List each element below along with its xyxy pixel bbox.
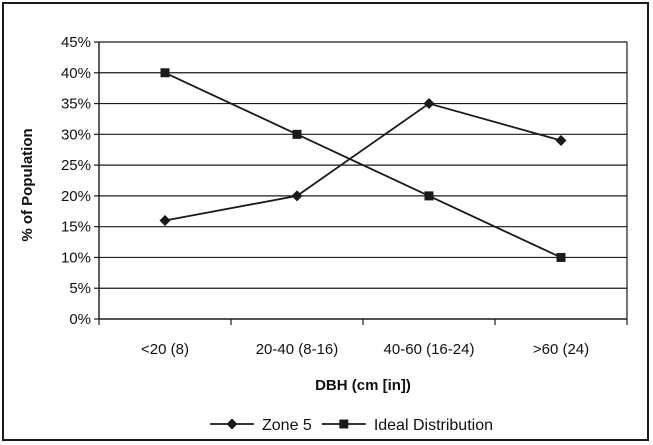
- y-tick-label: 45%: [61, 34, 91, 51]
- series-zone-5: [159, 98, 567, 227]
- legend-item-ideal-distribution: Ideal Distribution: [321, 417, 493, 434]
- y-tick-label: 0%: [69, 311, 91, 328]
- x-tick-label: 40-60 (16-24): [384, 341, 475, 358]
- legend-marker-zone-5: [226, 418, 238, 430]
- y-tick-label: 20%: [61, 188, 91, 205]
- series-line-zone-5: [164, 102, 562, 222]
- y-tick-label: 30%: [61, 126, 91, 143]
- data-point-ideal-distribution: [292, 129, 302, 139]
- legend-marker-ideal-distribution: [339, 419, 349, 429]
- axes: [94, 41, 628, 325]
- x-tick-label: <20 (8): [141, 341, 189, 358]
- series-line-ideal-distribution: [164, 71, 562, 259]
- data-series: [159, 68, 567, 262]
- x-axis-tick-labels: <20 (8) 20-40 (8-16) 40-60 (16-24) >60 (24): [141, 341, 589, 358]
- data-point-zone-5: [159, 215, 171, 227]
- y-tick-label: 25%: [61, 157, 91, 174]
- data-point-zone-5: [555, 134, 567, 146]
- y-tick-label: 40%: [61, 65, 91, 82]
- y-axis-tick-labels: 0% 5% 10% 15% 20% 25% 30% 35% 40% 45%: [61, 34, 91, 328]
- x-tick-label: 20-40 (8-16): [256, 341, 339, 358]
- data-point-ideal-distribution: [424, 191, 434, 201]
- legend-label-zone-5: Zone 5: [262, 417, 312, 434]
- data-point-zone-5: [423, 98, 435, 110]
- chart-frame: [2, 2, 649, 441]
- y-axis-title: % of Population: [19, 128, 36, 241]
- y-tick-label: 10%: [61, 249, 91, 266]
- y-tick-label: 35%: [61, 96, 91, 113]
- x-tick-label: >60 (24): [533, 341, 589, 358]
- data-point-zone-5: [291, 190, 303, 202]
- y-tick-label: 5%: [69, 280, 91, 297]
- data-point-ideal-distribution: [556, 252, 566, 262]
- legend-label-ideal-distribution: Ideal Distribution: [374, 417, 493, 434]
- legend: Zone 5 Ideal Distribution: [210, 417, 493, 434]
- x-axis-title: DBH (cm [in]): [315, 377, 411, 394]
- data-point-ideal-distribution: [160, 68, 170, 78]
- series-ideal-distribution: [160, 68, 566, 262]
- y-tick-label: 15%: [61, 219, 91, 236]
- legend-item-zone-5: Zone 5: [210, 417, 312, 434]
